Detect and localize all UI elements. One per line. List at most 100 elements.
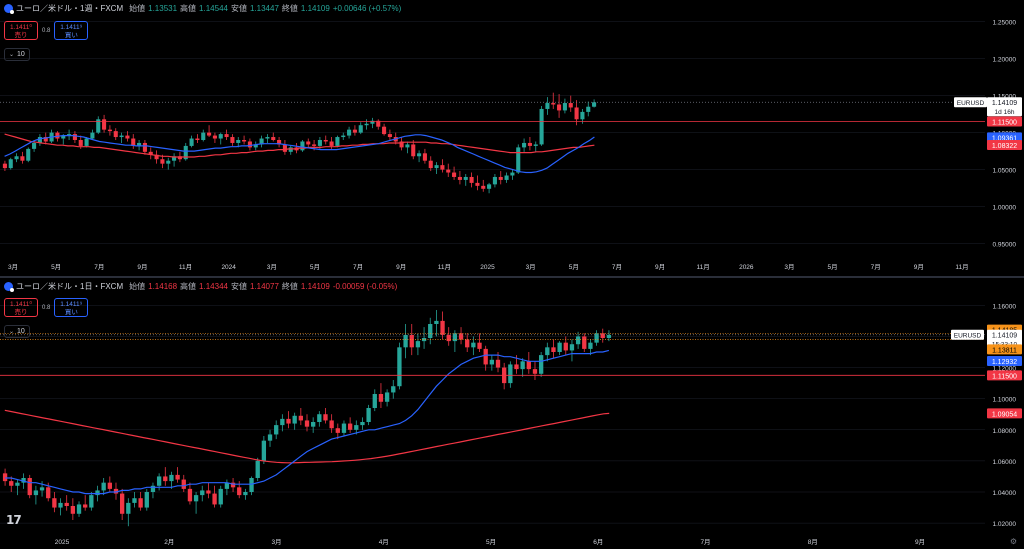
sell-button[interactable]: 1.1411⁰ 売り	[4, 298, 38, 317]
hline-price-badge: 1.11500	[992, 120, 1017, 127]
candle-down	[119, 493, 125, 514]
indicators-toggle[interactable]: ⌄ 10	[4, 325, 30, 338]
daily-chart-pane[interactable]: 1.160001.140001.120001.100001.080001.060…	[0, 278, 1024, 549]
x-tick-label: 6月	[593, 538, 603, 546]
candle-up	[434, 320, 439, 324]
candle-down	[477, 342, 482, 349]
candle-up	[405, 144, 410, 148]
weekly-chart-pane[interactable]: 1.250001.200001.150001.100001.050001.000…	[0, 0, 1024, 277]
candle-up	[32, 142, 37, 149]
x-tick-label: 2025	[480, 264, 495, 271]
candle-down	[469, 176, 474, 183]
y-tick-label: 1.06000	[993, 459, 1017, 466]
high-value: 1.14344	[199, 282, 228, 291]
weekly-chart-canvas[interactable]: 1.250001.200001.150001.100001.050001.000…	[0, 0, 1024, 277]
candle-down	[212, 493, 217, 505]
candle-down	[43, 137, 48, 142]
candle-up	[354, 425, 359, 430]
daily-title[interactable]: ユーロ／米ドル・1日・FXCM	[16, 282, 124, 291]
x-tick-label: 11月	[179, 263, 192, 271]
x-tick-label: 5月	[569, 263, 579, 271]
fast-moving-average-line	[5, 349, 610, 495]
candle-up	[358, 125, 363, 133]
candle-up	[261, 440, 267, 461]
candle-down	[387, 134, 392, 138]
y-tick-label: 1.10000	[993, 397, 1017, 404]
candle-down	[557, 104, 562, 111]
candle-up	[545, 347, 550, 356]
sell-price: 1.1411⁰	[9, 301, 32, 308]
candle-up	[586, 106, 591, 112]
y-tick-label: 1.00000	[993, 205, 1017, 212]
buy-price: 1.1411⁹	[60, 24, 83, 31]
slow-ma-price-badge-bg	[987, 408, 1022, 419]
candle-down	[399, 141, 404, 148]
x-tick-label: 7月	[94, 263, 104, 271]
candle-down	[574, 107, 579, 120]
candle-up	[14, 156, 19, 160]
x-tick-label: 5月	[51, 263, 61, 271]
settings-gear-icon[interactable]: ⚙	[1009, 537, 1017, 546]
fast-ma-price-badge: 1.12932	[992, 359, 1017, 366]
symbol-tag: EURUSD	[957, 100, 985, 107]
candle-down	[207, 132, 212, 136]
sell-button[interactable]: 1.1411⁰ 売り	[4, 21, 38, 40]
indicators-toggle[interactable]: ⌄ 10	[4, 48, 30, 61]
candle-down	[312, 144, 317, 146]
candle-up	[33, 490, 39, 496]
weekly-title[interactable]: ユーロ／米ドル・1週・FXCM	[16, 4, 124, 13]
price-badge: 1.14109	[992, 333, 1017, 340]
candle-down	[138, 498, 143, 508]
buy-label: 買い	[64, 32, 78, 39]
candle-down	[514, 364, 519, 370]
open-label: 始値	[129, 282, 146, 291]
low-label: 安値	[230, 282, 247, 291]
candle-up	[274, 425, 279, 435]
open-value: 1.14168	[148, 282, 178, 291]
candle-down	[411, 144, 416, 157]
hline-price-badge: 1.11500	[992, 373, 1017, 380]
candle-down	[271, 137, 276, 140]
candle-down	[495, 359, 501, 368]
candle-up	[265, 137, 270, 139]
candle-up	[415, 341, 421, 348]
candle-down	[212, 135, 217, 139]
daily-chart-canvas[interactable]: 1.160001.140001.120001.100001.080001.060…	[0, 278, 1024, 549]
candle-up	[8, 159, 13, 169]
candle-up	[200, 490, 205, 496]
candle-down	[2, 163, 7, 169]
candle-down	[142, 142, 147, 152]
y-tick-label: 1.16000	[993, 303, 1017, 310]
candle-up	[89, 495, 94, 508]
candle-down	[551, 103, 556, 105]
y-tick-label: 1.20000	[993, 57, 1017, 64]
candle-down	[422, 153, 427, 161]
candle-up	[76, 504, 82, 514]
buy-button[interactable]: 1.1411⁹ 買い	[54, 298, 89, 317]
sell-label: 売り	[14, 32, 28, 39]
sell-price: 1.1411⁰	[9, 24, 32, 31]
candle-up	[592, 102, 597, 107]
symbol-tag-bg	[951, 329, 984, 340]
candle-down	[72, 134, 77, 140]
candle-down	[446, 169, 451, 173]
candle-down	[70, 506, 76, 514]
candle-up	[224, 482, 230, 489]
candle-up	[172, 156, 177, 161]
x-tick-label: 11月	[438, 263, 451, 271]
candle-down	[102, 119, 107, 130]
candle-down	[465, 339, 470, 348]
tradingview-logo-icon[interactable]: 17	[6, 513, 22, 527]
candle-down	[247, 141, 252, 148]
candle-down	[347, 423, 353, 430]
candle-down	[52, 498, 57, 508]
fast-moving-average-line	[4, 134, 595, 174]
buy-button[interactable]: 1.1411⁹ 買い	[54, 21, 89, 40]
candle-down	[526, 361, 531, 370]
x-tick-label: 11月	[955, 263, 968, 271]
candle-up	[588, 342, 593, 349]
candle-up	[126, 502, 131, 514]
candle-up	[201, 132, 206, 140]
slow-ma-price-badge: 1.08322	[992, 143, 1017, 150]
pane-divider[interactable]	[0, 276, 1024, 278]
